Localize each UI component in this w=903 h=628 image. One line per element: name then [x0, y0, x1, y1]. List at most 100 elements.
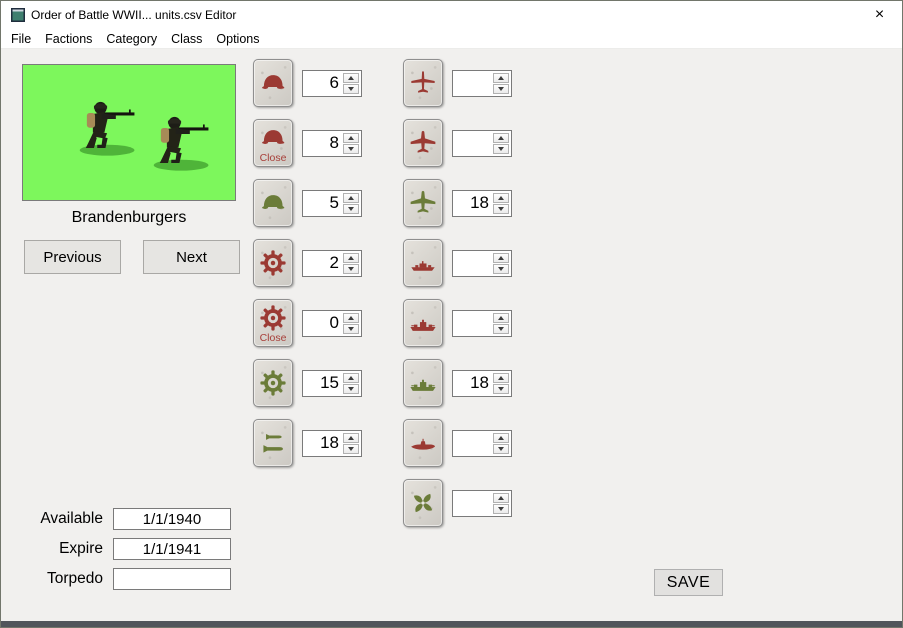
stepper-down-button[interactable] [343, 443, 359, 454]
stepper-up-button[interactable] [493, 252, 509, 263]
numeric-stepper [302, 429, 362, 457]
stepper-up-button[interactable] [493, 312, 509, 323]
green-ship-big-icon-button[interactable] [403, 359, 443, 407]
stepper-up-button[interactable] [343, 192, 359, 203]
red-ship-big-icon [409, 309, 437, 337]
stepper-down-button[interactable] [343, 263, 359, 274]
menu-item-factions[interactable]: Factions [45, 31, 93, 46]
stepper-down-button[interactable] [493, 143, 509, 154]
torpedo-input[interactable] [113, 568, 231, 590]
stepper-down-button[interactable] [343, 143, 359, 154]
stepper-up-button[interactable] [343, 72, 359, 83]
stepper-down-button[interactable] [343, 383, 359, 394]
unit-name-label: Brandenburgers [71, 209, 187, 226]
red-gear-icon [259, 304, 287, 332]
land-stats-column: Close [253, 59, 362, 467]
numeric-stepper [452, 249, 512, 277]
red-plane-big-icon-button[interactable] [403, 119, 443, 167]
menu-item-options[interactable]: Options [216, 31, 260, 46]
stat-row [403, 119, 512, 167]
green-plane-big-icon [409, 189, 437, 217]
stepper-up-button[interactable] [493, 372, 509, 383]
green-gear-icon-button[interactable] [253, 359, 293, 407]
stepper-up-button[interactable] [343, 132, 359, 143]
green-bombs-icon [259, 429, 287, 457]
stepper-down-button[interactable] [493, 203, 509, 214]
red-plane-small-icon [409, 69, 437, 97]
available-date-input[interactable] [113, 508, 231, 530]
down-arrow-icon [498, 506, 504, 511]
air-naval-stats-column [403, 59, 512, 527]
next-button[interactable]: Next [143, 240, 240, 274]
stepper-up-button[interactable] [343, 312, 359, 323]
stepper-up-button[interactable] [493, 192, 509, 203]
red-gear-icon-button[interactable] [253, 239, 293, 287]
previous-button[interactable]: Previous [24, 240, 121, 274]
up-arrow-icon [498, 255, 504, 260]
stepper-down-button[interactable] [343, 203, 359, 214]
green-bombs-icon-button[interactable] [253, 419, 293, 467]
stepper-up-button[interactable] [343, 252, 359, 263]
stepper-down-button[interactable] [343, 83, 359, 94]
expire-date-input[interactable] [113, 538, 231, 560]
stepper-down-button[interactable] [493, 443, 509, 454]
menu-item-category[interactable]: Category [106, 31, 158, 46]
menu-item-file[interactable]: File [11, 31, 32, 46]
green-propeller-icon-button[interactable] [403, 479, 443, 527]
soldiers-graphic [79, 101, 209, 171]
close-button[interactable]: × [857, 1, 902, 29]
stat-row: Close [253, 119, 362, 167]
down-arrow-icon [348, 386, 354, 391]
red-helmet-icon-button[interactable] [253, 59, 293, 107]
save-button[interactable]: SAVE [654, 569, 723, 596]
stat-row [403, 479, 512, 527]
stat-row [403, 419, 512, 467]
red-submarine-icon-button[interactable] [403, 419, 443, 467]
available-field-row: Available [11, 508, 231, 530]
available-label: Available [40, 510, 103, 527]
app-icon [11, 8, 25, 22]
green-plane-big-icon-button[interactable] [403, 179, 443, 227]
stepper-down-button[interactable] [493, 503, 509, 514]
stepper-up-button[interactable] [493, 492, 509, 503]
close-range-label: Close [259, 332, 287, 344]
stepper-up-button[interactable] [493, 72, 509, 83]
green-helmet-icon-button[interactable] [253, 179, 293, 227]
up-arrow-icon [498, 375, 504, 380]
stepper-up-button[interactable] [343, 432, 359, 443]
stat-row [403, 239, 512, 287]
red-helmet-icon-button[interactable]: Close [253, 119, 293, 167]
stepper-down-button[interactable] [493, 263, 509, 274]
red-gear-icon-button[interactable]: Close [253, 299, 293, 347]
down-arrow-icon [498, 446, 504, 451]
up-arrow-icon [498, 435, 504, 440]
red-gear-icon [259, 249, 287, 277]
stepper-down-button[interactable] [343, 323, 359, 334]
numeric-stepper [452, 189, 512, 217]
stepper-down-button[interactable] [493, 323, 509, 334]
stat-row [403, 59, 512, 107]
red-ship-big-icon-button[interactable] [403, 299, 443, 347]
down-arrow-icon [498, 326, 504, 331]
red-plane-small-icon-button[interactable] [403, 59, 443, 107]
stepper-up-button[interactable] [493, 132, 509, 143]
stepper-down-button[interactable] [493, 383, 509, 394]
up-arrow-icon [498, 315, 504, 320]
red-submarine-icon [409, 429, 437, 457]
down-arrow-icon [498, 206, 504, 211]
up-arrow-icon [348, 135, 354, 140]
stepper-up-button[interactable] [493, 432, 509, 443]
title-bar: Order of Battle WWII... units.csv Editor… [1, 1, 902, 29]
stepper-up-button[interactable] [343, 372, 359, 383]
stat-row [253, 359, 362, 407]
numeric-stepper [452, 369, 512, 397]
green-gear-icon [259, 369, 287, 397]
menu-item-class[interactable]: Class [171, 31, 203, 46]
red-ship-small-icon-button[interactable] [403, 239, 443, 287]
stepper-down-button[interactable] [493, 83, 509, 94]
up-arrow-icon [348, 375, 354, 380]
up-arrow-icon [348, 195, 354, 200]
down-arrow-icon [348, 146, 354, 151]
down-arrow-icon [348, 446, 354, 451]
